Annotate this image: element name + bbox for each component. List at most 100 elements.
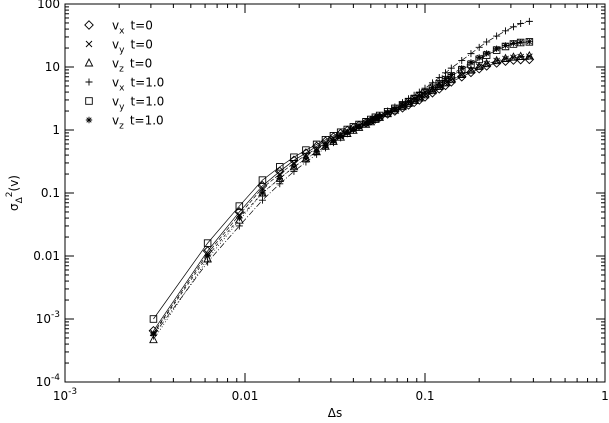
data-point <box>391 105 399 113</box>
series-line <box>153 56 530 334</box>
data-point <box>448 71 455 78</box>
data-point <box>434 81 444 90</box>
data-point <box>203 239 212 247</box>
data-point <box>492 46 501 54</box>
data-point <box>441 77 450 87</box>
y-axis-label: σΔ2(v) <box>5 175 25 211</box>
data-point <box>467 50 475 58</box>
data-point <box>204 252 211 260</box>
x-tick-label: 10-3 <box>53 387 77 403</box>
series-vz-t=1.0 <box>150 38 533 338</box>
series-line <box>153 59 530 331</box>
data-point <box>384 109 391 116</box>
data-point <box>483 50 490 57</box>
y-tick-label: 0.01 <box>33 249 60 263</box>
data-point <box>509 52 518 61</box>
data-point <box>517 38 524 46</box>
y-tick-label: 10-4 <box>36 373 61 389</box>
legend-item: vz t=0 <box>84 57 152 75</box>
data-point <box>447 64 455 72</box>
legend-marker <box>85 40 93 48</box>
legend-label: vz t=1.0 <box>112 114 164 132</box>
data-point <box>349 123 358 131</box>
x-axis: 10-3 0.01 0.1 1 <box>53 4 609 403</box>
legend-item: vz t=1.0 <box>85 114 164 132</box>
series-vy-t=1.0 <box>149 38 534 323</box>
legend-marker <box>85 116 93 124</box>
series-line <box>153 55 530 340</box>
data-point <box>343 125 352 134</box>
data-point <box>337 133 344 140</box>
legend-item: vx t=1.0 <box>85 76 164 94</box>
data-point <box>302 155 310 162</box>
data-point <box>502 42 509 49</box>
series-line <box>153 41 530 335</box>
data-point <box>458 64 465 72</box>
data-point <box>391 104 399 113</box>
data-point <box>429 84 436 91</box>
data-point <box>474 61 484 70</box>
data-point <box>355 123 363 131</box>
y-axis: 10-4 10-3 0.01 0.1 1 10 100 <box>33 0 605 389</box>
x-tick-label: 0.01 <box>232 389 259 403</box>
data-point <box>399 101 406 109</box>
data-point <box>344 129 351 137</box>
data-point <box>458 56 466 64</box>
data-point <box>404 97 413 106</box>
y-tick-label: 10-3 <box>36 310 60 326</box>
data-point <box>492 55 501 65</box>
legend-marker <box>85 78 93 86</box>
data-point <box>362 120 370 128</box>
data-point <box>509 23 517 31</box>
data-point <box>330 137 337 145</box>
data-point <box>259 184 266 192</box>
legend-marker <box>84 20 94 30</box>
data-point <box>525 50 534 60</box>
data-point <box>322 142 329 150</box>
data-point <box>258 176 267 184</box>
data-point <box>435 80 444 88</box>
data-point <box>290 163 298 171</box>
legend-label: vy t=0 <box>112 38 153 56</box>
data-point <box>416 92 423 99</box>
data-point <box>149 315 158 323</box>
data-point <box>313 148 320 156</box>
series-layer <box>148 17 535 344</box>
data-point <box>236 214 243 222</box>
data-point <box>475 54 483 61</box>
data-point <box>150 330 157 338</box>
data-point <box>510 40 517 47</box>
data-point <box>436 79 443 87</box>
data-point <box>259 189 266 197</box>
data-point <box>493 32 501 40</box>
legend-item: vx t=0 <box>84 19 153 37</box>
data-point <box>375 111 384 120</box>
series-vz-t=0 <box>149 50 534 344</box>
data-point <box>149 334 158 344</box>
legend-label: vz t=0 <box>112 57 152 75</box>
data-point <box>482 58 491 68</box>
y-tick-label: 100 <box>37 0 60 11</box>
legend: vx t=0vy t=0vz t=0vx t=1.0vy t=1.0vz t=1.0 <box>84 19 164 132</box>
data-point <box>467 59 475 66</box>
legend-label: vy t=1.0 <box>112 95 164 113</box>
series-vx-t=1.0 <box>149 17 533 339</box>
data-point <box>336 128 345 137</box>
data-point <box>467 67 475 74</box>
x-tick-label: 0.1 <box>415 389 434 403</box>
data-point <box>350 126 357 134</box>
data-point <box>367 118 375 125</box>
data-point <box>204 258 212 266</box>
data-point <box>502 55 509 63</box>
series-vy-t=0 <box>150 53 533 337</box>
data-point <box>526 38 533 45</box>
data-point <box>376 113 383 121</box>
data-point <box>516 51 526 60</box>
data-point <box>509 40 518 48</box>
data-point <box>321 136 330 144</box>
data-point <box>276 163 284 171</box>
data-point <box>258 196 266 204</box>
data-point <box>372 115 379 123</box>
data-point <box>421 88 429 96</box>
